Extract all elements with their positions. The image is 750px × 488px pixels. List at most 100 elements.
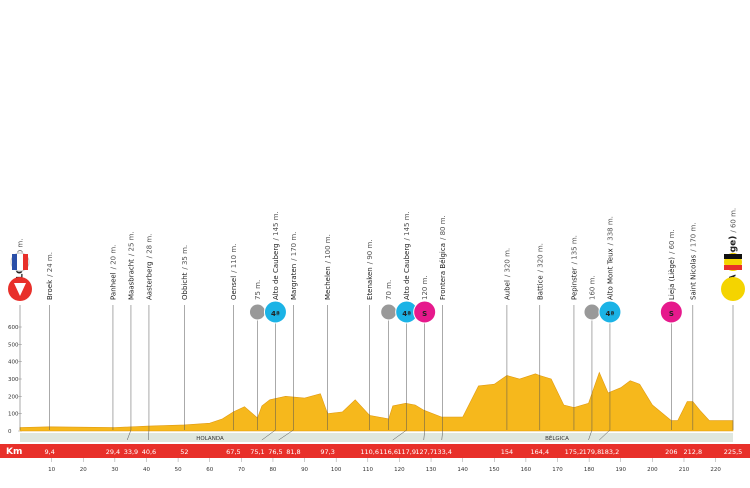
x-tick-label: 190 — [616, 467, 627, 473]
flag-stripe — [724, 265, 742, 270]
place-label: Pepinster / 135 m. — [570, 235, 578, 300]
km-label: 97,3 — [320, 448, 334, 456]
place-altitude: / 80 m. — [439, 215, 447, 240]
country-label: BÉLGICA — [545, 434, 569, 442]
place-altitude: / 100 m. — [324, 234, 332, 263]
icon-label: S — [422, 310, 427, 318]
x-tick-label: 110 — [363, 467, 374, 473]
place-name: Frontera Bélgica — [439, 243, 447, 300]
km-label: 179,8 — [583, 448, 602, 456]
flag-stripe — [724, 254, 742, 259]
leader-line — [423, 429, 425, 441]
place-icon — [659, 300, 683, 324]
place-name: Alto de Cauberg — [403, 243, 411, 300]
x-tick-label: 130 — [426, 467, 437, 473]
leader-line — [278, 429, 294, 441]
place-icon — [598, 300, 622, 324]
place-label: Lieja (Liège) / 60 m. — [668, 229, 676, 300]
km-label: 116,6 — [379, 448, 398, 456]
place-altitude: / 170 m. — [689, 223, 697, 252]
place-label: Alto de Cauberg / 145 m. — [272, 211, 280, 300]
flag-stripe — [23, 254, 28, 270]
place-name: Alto Mont Teux — [606, 248, 614, 300]
leader-line — [392, 429, 407, 441]
km-label: 206 — [665, 448, 677, 456]
x-tick-label: 200 — [647, 467, 658, 473]
place-name: Mechelen — [324, 266, 332, 300]
x-tick-label: 60 — [206, 467, 213, 473]
place-label: Frontera Bélgica / 80 m. — [439, 215, 447, 300]
km-label: 67,5 — [226, 448, 240, 456]
place-label: Oensel / 110 m. — [230, 244, 238, 300]
country-label: HOLANDA — [196, 436, 224, 442]
km-label: 29,4 — [106, 448, 120, 456]
km-label: 40,6 — [142, 448, 156, 456]
finish-icon — [721, 277, 745, 301]
icon-label: S — [669, 310, 674, 318]
place-name: Margraten — [290, 264, 298, 300]
km-label: 212,8 — [684, 448, 703, 456]
place-name: Lieja (Liège) — [668, 257, 676, 300]
x-tick-label: 80 — [269, 467, 276, 473]
x-tick-label: 180 — [584, 467, 595, 473]
place-label: Maasbracht / 25 m. — [127, 231, 135, 300]
km-label: 117,9 — [397, 448, 416, 456]
km-label: 225,5 — [724, 448, 743, 456]
place-name: Pepinster — [570, 267, 578, 300]
place-altitude: / 60 m. — [730, 208, 738, 233]
place-name: Maasbracht — [127, 259, 135, 300]
km-label: 52 — [180, 448, 188, 456]
km-label: 183,2 — [601, 448, 620, 456]
place-name: Aubel — [503, 280, 511, 300]
y-tick-label: 200 — [8, 394, 19, 400]
place-label: Broek / 24 m. — [46, 252, 54, 300]
place-name: Panheel — [109, 272, 117, 300]
x-tick-label: 10 — [48, 467, 55, 473]
place-name: Saint Nicolas — [689, 254, 697, 300]
place-label: Mechelen / 100 m. — [324, 234, 332, 300]
place-label: 120 m. — [421, 275, 429, 300]
place-altitude: / 145 m. — [403, 211, 411, 240]
place-name: Etenaken — [366, 267, 374, 300]
place-label: Alto de Cauberg / 145 m. — [403, 211, 411, 300]
x-tick-label: 90 — [301, 467, 308, 473]
x-tick-label: 70 — [238, 467, 245, 473]
x-tick-label: 120 — [394, 467, 405, 473]
country-band — [20, 433, 733, 442]
place-name: Obbicht — [181, 272, 189, 300]
leader-line — [588, 429, 593, 441]
x-tick-label: 210 — [679, 467, 690, 473]
place-name: Battice — [536, 275, 544, 300]
place-altitude: / 20 m. — [17, 239, 25, 264]
y-tick-label: 100 — [8, 412, 19, 418]
icon-label: 4ª — [271, 310, 280, 318]
y-tick-label: 600 — [8, 325, 19, 331]
x-tick-label: 100 — [331, 467, 342, 473]
km-bar — [0, 444, 750, 458]
y-tick-label: 0 — [8, 429, 12, 435]
place-altitude: 70 m. — [385, 280, 393, 300]
place-icon — [413, 300, 437, 324]
x-tick-label: 170 — [552, 467, 563, 473]
km-label: 9,4 — [45, 448, 55, 456]
leader-line — [441, 429, 443, 441]
place-label: Aasterberg / 28 m. — [145, 234, 153, 300]
place-altitude: / 25 m. — [127, 231, 135, 256]
place-label: Panheel / 20 m. — [109, 245, 117, 300]
km-label: 154 — [501, 448, 513, 456]
place-altitude: / 20 m. — [109, 245, 117, 270]
place-altitude: / 170 m. — [290, 232, 298, 261]
place-name: Alto de Cauberg — [272, 243, 280, 300]
place-icon — [248, 303, 266, 321]
x-tick-label: 160 — [521, 467, 532, 473]
place-altitude: / 35 m. — [181, 245, 189, 270]
x-tick-label: 30 — [111, 467, 118, 473]
place-altitude: / 28 m. — [145, 234, 153, 259]
place-altitude: / 110 m. — [230, 244, 238, 273]
y-tick-label: 400 — [8, 360, 19, 366]
x-tick-label: 20 — [80, 467, 87, 473]
place-icon — [380, 303, 398, 321]
place-altitude: 75 m. — [254, 280, 262, 300]
place-label: 75 m. — [254, 280, 262, 300]
place-label: Etenaken / 90 m. — [366, 239, 374, 300]
